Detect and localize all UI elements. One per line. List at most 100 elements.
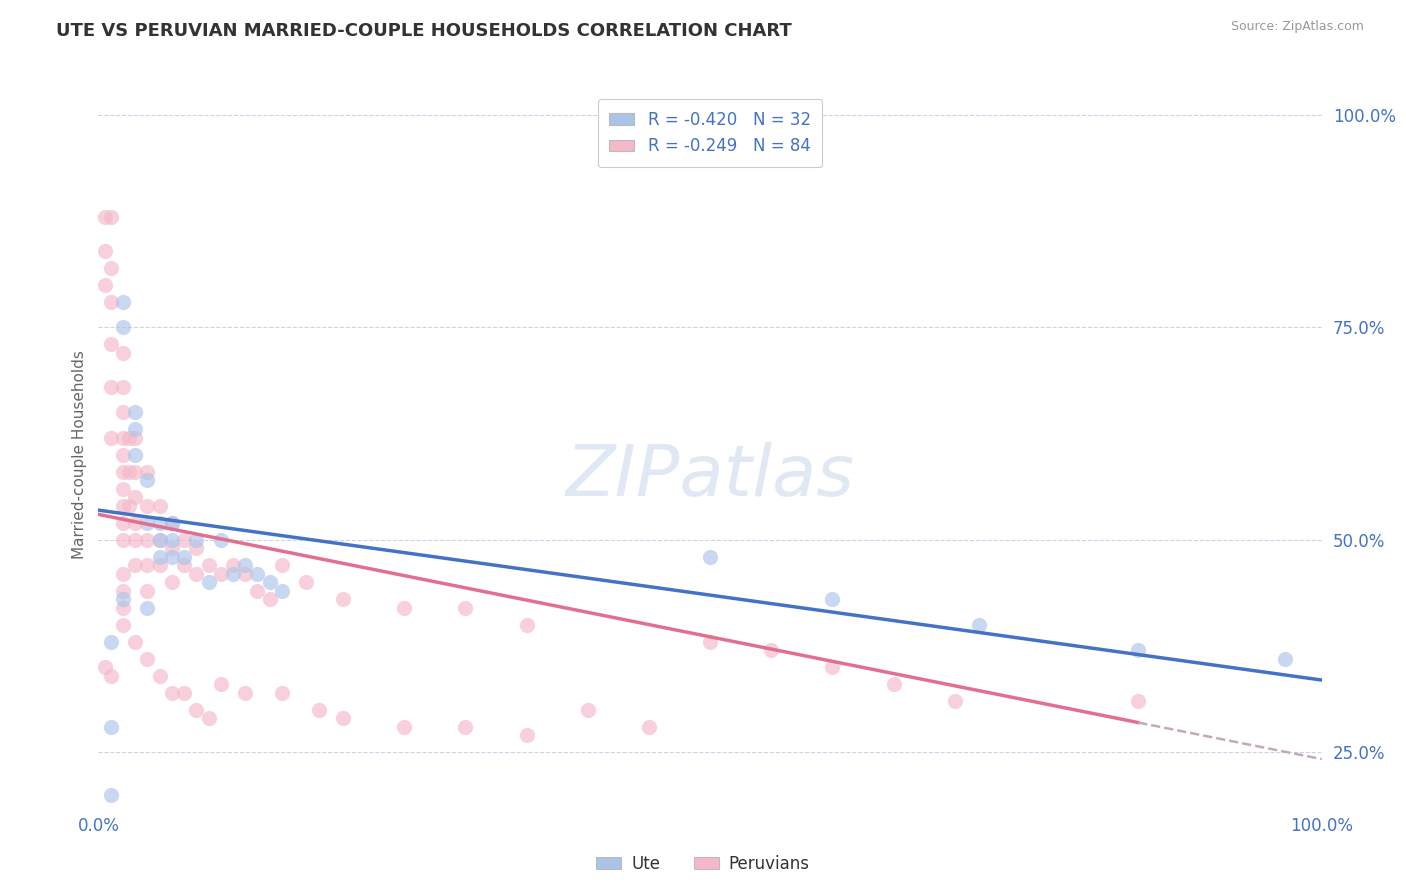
Point bbox=[124, 465, 146, 479]
Point bbox=[173, 558, 195, 573]
Point bbox=[259, 575, 281, 590]
Point bbox=[124, 448, 146, 462]
Point bbox=[576, 703, 599, 717]
Point bbox=[111, 566, 134, 581]
Point bbox=[124, 405, 146, 419]
Point bbox=[638, 720, 661, 734]
Point bbox=[233, 686, 256, 700]
Point bbox=[149, 516, 172, 530]
Y-axis label: Married-couple Households: Married-couple Households bbox=[72, 351, 87, 559]
Point bbox=[111, 448, 134, 462]
Point bbox=[332, 592, 354, 607]
Point bbox=[197, 711, 219, 725]
Point bbox=[124, 558, 146, 573]
Point bbox=[233, 566, 256, 581]
Point bbox=[111, 431, 134, 445]
Point bbox=[222, 566, 245, 581]
Point bbox=[160, 575, 183, 590]
Point bbox=[1128, 643, 1150, 657]
Point bbox=[1274, 652, 1296, 666]
Point bbox=[111, 516, 134, 530]
Point bbox=[93, 660, 115, 674]
Point bbox=[186, 566, 208, 581]
Point bbox=[149, 533, 172, 547]
Point bbox=[246, 583, 269, 598]
Point bbox=[209, 566, 232, 581]
Point bbox=[111, 320, 134, 334]
Point bbox=[160, 516, 183, 530]
Point bbox=[270, 558, 294, 573]
Point bbox=[186, 703, 208, 717]
Point bbox=[111, 465, 134, 479]
Point bbox=[136, 652, 159, 666]
Point bbox=[149, 549, 172, 564]
Point bbox=[392, 600, 416, 615]
Point bbox=[118, 431, 141, 445]
Legend: Ute, Peruvians: Ute, Peruvians bbox=[589, 848, 817, 880]
Point bbox=[93, 244, 115, 258]
Point bbox=[967, 617, 990, 632]
Point bbox=[515, 617, 537, 632]
Point bbox=[699, 549, 721, 564]
Point bbox=[136, 583, 159, 598]
Point bbox=[943, 694, 966, 708]
Point bbox=[124, 431, 146, 445]
Point bbox=[100, 210, 122, 224]
Point bbox=[111, 592, 134, 607]
Point bbox=[883, 677, 905, 691]
Point bbox=[100, 720, 122, 734]
Point bbox=[111, 533, 134, 547]
Text: UTE VS PERUVIAN MARRIED-COUPLE HOUSEHOLDS CORRELATION CHART: UTE VS PERUVIAN MARRIED-COUPLE HOUSEHOLD… bbox=[56, 22, 792, 40]
Point bbox=[136, 558, 159, 573]
Point bbox=[160, 516, 183, 530]
Point bbox=[186, 541, 208, 556]
Point bbox=[149, 499, 172, 513]
Point bbox=[160, 549, 183, 564]
Point bbox=[111, 482, 134, 496]
Point bbox=[173, 549, 195, 564]
Point bbox=[454, 720, 477, 734]
Point bbox=[222, 558, 245, 573]
Point bbox=[136, 465, 159, 479]
Point bbox=[821, 660, 844, 674]
Text: ZIPatlas: ZIPatlas bbox=[565, 442, 855, 511]
Point bbox=[100, 431, 122, 445]
Point bbox=[111, 295, 134, 310]
Point bbox=[124, 422, 146, 436]
Point bbox=[270, 583, 294, 598]
Point bbox=[100, 337, 122, 351]
Point bbox=[515, 728, 537, 742]
Point bbox=[160, 686, 183, 700]
Point bbox=[136, 533, 159, 547]
Text: Source: ZipAtlas.com: Source: ZipAtlas.com bbox=[1230, 20, 1364, 33]
Point bbox=[149, 533, 172, 547]
Point bbox=[259, 592, 281, 607]
Point bbox=[93, 278, 115, 293]
Point bbox=[699, 635, 721, 649]
Point bbox=[160, 533, 183, 547]
Point bbox=[100, 260, 122, 275]
Point bbox=[100, 669, 122, 683]
Point bbox=[111, 405, 134, 419]
Point bbox=[111, 346, 134, 360]
Point bbox=[392, 720, 416, 734]
Point bbox=[332, 711, 354, 725]
Point bbox=[100, 788, 122, 802]
Point bbox=[124, 491, 146, 505]
Point bbox=[100, 380, 122, 394]
Point bbox=[136, 474, 159, 488]
Point bbox=[118, 499, 141, 513]
Point bbox=[136, 516, 159, 530]
Legend: R = -0.420   N = 32, R = -0.249   N = 84: R = -0.420 N = 32, R = -0.249 N = 84 bbox=[598, 99, 823, 167]
Point bbox=[111, 600, 134, 615]
Point bbox=[100, 295, 122, 310]
Point bbox=[209, 533, 232, 547]
Point bbox=[821, 592, 844, 607]
Point bbox=[295, 575, 318, 590]
Point bbox=[197, 558, 219, 573]
Point bbox=[246, 566, 269, 581]
Point bbox=[136, 600, 159, 615]
Point bbox=[454, 600, 477, 615]
Point bbox=[111, 617, 134, 632]
Point bbox=[149, 669, 172, 683]
